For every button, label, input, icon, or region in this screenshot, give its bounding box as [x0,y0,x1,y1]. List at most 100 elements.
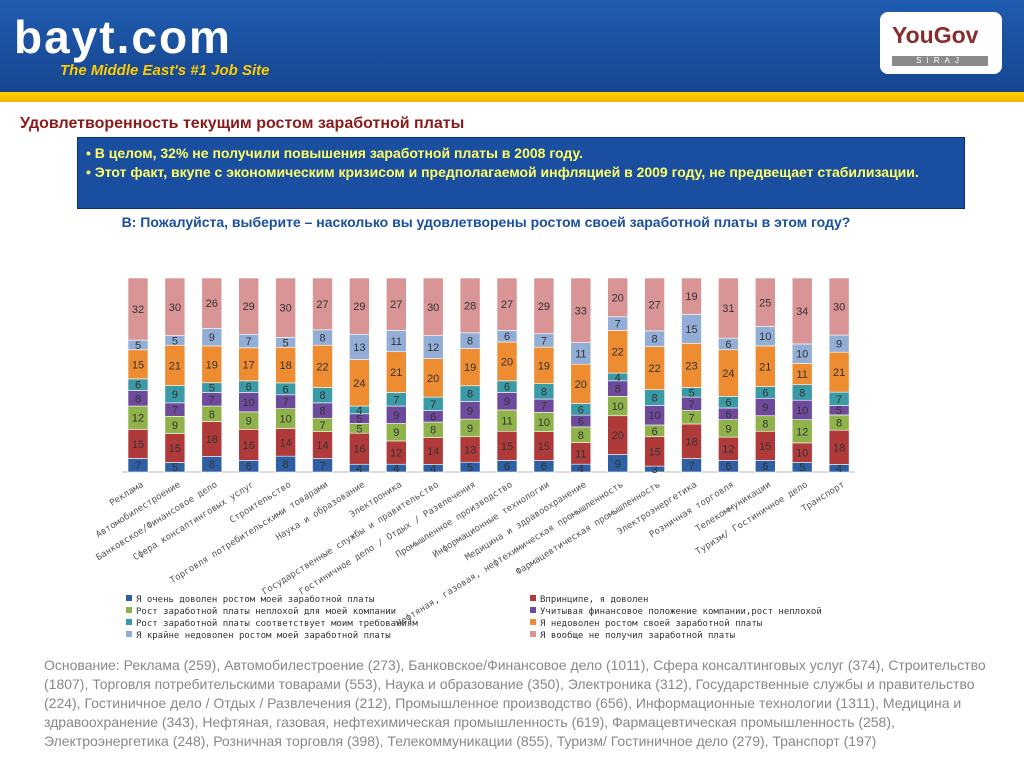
chart-area: 7 15 12 8 6 15 5 32 Реклама 5 15 9 7 9 21 5 30 Автомобиле… [68,250,878,650]
bar-value-label: 5 [356,423,362,435]
bar-value-label: 6 [504,382,510,394]
bar-segment [533,277,555,335]
bar-value-label: 24 [353,378,365,390]
bar-value-label: 20 [612,430,624,442]
bar-value-label: 13 [353,342,365,354]
bar-value-label: 6 [762,387,768,399]
bar-value-label: 27 [648,299,660,311]
bar-value-label: 19 [464,362,476,374]
bar-segment [275,277,296,338]
bar-value-label: 7 [688,412,694,424]
bar-value-label: 8 [319,333,325,345]
yougov-logo[interactable]: YouGov SIRAJ [880,12,1002,74]
bar-value-label: 20 [575,379,587,391]
legend-swatch [126,631,132,637]
bar-value-label: 30 [279,303,291,315]
bar-value-label: 18 [279,360,291,372]
legend-swatch [530,607,536,613]
bar-value-label: 15 [648,446,660,458]
bar-value-label: 6 [504,461,510,473]
stacked-bar-chart: 715128615532Реклама51597921530Автомобиле… [94,277,856,641]
bar-value-label: 15 [169,443,181,455]
bar-segment [570,277,592,343]
bar-value-label: 22 [612,347,624,359]
bar-value-label: 9 [393,427,399,439]
bar-value-label: 8 [615,384,621,396]
bar-value-label: 7 [246,336,252,348]
bar-value-label: 27 [501,299,513,311]
bar-value-label: 9 [393,410,399,422]
bar-value-label: 4 [430,463,436,475]
bar-value-label: 8 [283,459,289,471]
bar-value-label: 21 [759,361,771,373]
bar-value-label: 12 [390,448,402,460]
bar-value-label: 8 [652,334,658,346]
bar-value-label: 6 [725,397,731,409]
bar-value-label: 8 [836,418,842,430]
bar-value-label: 15 [538,441,550,453]
legend-swatch [126,607,132,613]
bar-value-label: 15 [759,441,771,453]
bar-value-label: 6 [541,461,547,473]
bar-value-label: 5 [688,387,694,399]
bar-value-label: 9 [615,458,621,470]
bar-value-label: 4 [836,463,842,475]
bar-value-label: 30 [833,302,845,314]
bar-value-label: 10 [648,410,660,422]
bar-value-label: 16 [243,440,255,452]
bar-value-label: 6 [725,339,731,351]
bar-value-label: 7 [615,319,621,331]
bar-value-label: 34 [796,306,808,318]
bar-value-label: 8 [467,389,473,401]
bar-value-label: 9 [836,339,842,351]
bar-value-label: 8 [578,430,584,442]
bar-value-label: 12 [427,342,439,354]
bar-value-label: 19 [206,359,218,371]
bar-value-label: 8 [799,387,805,399]
bar-value-label: 25 [759,297,771,309]
bar-value-label: 10 [796,405,808,417]
bar-value-label: 4 [356,405,362,417]
bar-value-label: 15 [685,324,697,336]
bar-value-label: 27 [390,299,402,311]
bar-segment [681,277,702,315]
page-title: Удовлетворенность текущим ростом заработ… [20,115,465,132]
legend-label: Рост заработной платы соответствует моим… [136,618,418,629]
bar-value-label: 5 [467,462,473,474]
bar-value-label: 28 [464,300,476,312]
bar-segment [238,277,259,335]
bar-value-label: 19 [685,291,697,303]
bar-value-label: 12 [132,413,144,425]
bar-value-label: 7 [135,460,141,472]
bar-value-label: 9 [246,416,252,428]
bar-value-label: 21 [390,367,402,379]
bar-value-label: 9 [467,423,473,435]
bar-value-label: 11 [501,416,512,428]
bar-value-label: 7 [541,401,547,413]
bar-value-label: 8 [541,386,547,398]
bar-value-label: 5 [356,414,362,426]
bar-value-label: 7 [319,420,325,432]
bar-value-label: 18 [833,442,845,454]
tagline: The Middle East's #1 Job Site [60,62,270,79]
bar-value-label: 6 [246,382,252,394]
legend-swatch [126,595,132,601]
bar-value-label: 11 [796,369,807,381]
bar-value-label: 32 [132,304,144,316]
bar-value-label: 5 [172,462,178,474]
bar-value-label: 6 [135,380,141,392]
bar-value-label: 11 [575,448,586,460]
summary-line-1: • В целом, 32% не получили повышения зар… [86,145,583,161]
bar-value-label: 18 [206,434,218,446]
bar-segment [385,277,407,331]
legend-label: Я крайне недоволен ростом моей заработно… [136,630,391,641]
bar-value-label: 7 [209,394,215,406]
bar-value-label: 8 [467,336,473,348]
bar-value-label: 3 [652,464,658,476]
header-banner: bayt.com The Middle East's #1 Job Site Y… [0,0,1024,92]
bayt-logo[interactable]: bayt.com [14,10,232,64]
bar-value-label: 29 [243,301,255,313]
bar-value-label: 30 [427,302,439,314]
bar-segment [312,277,333,331]
bar-value-label: 33 [575,305,587,317]
